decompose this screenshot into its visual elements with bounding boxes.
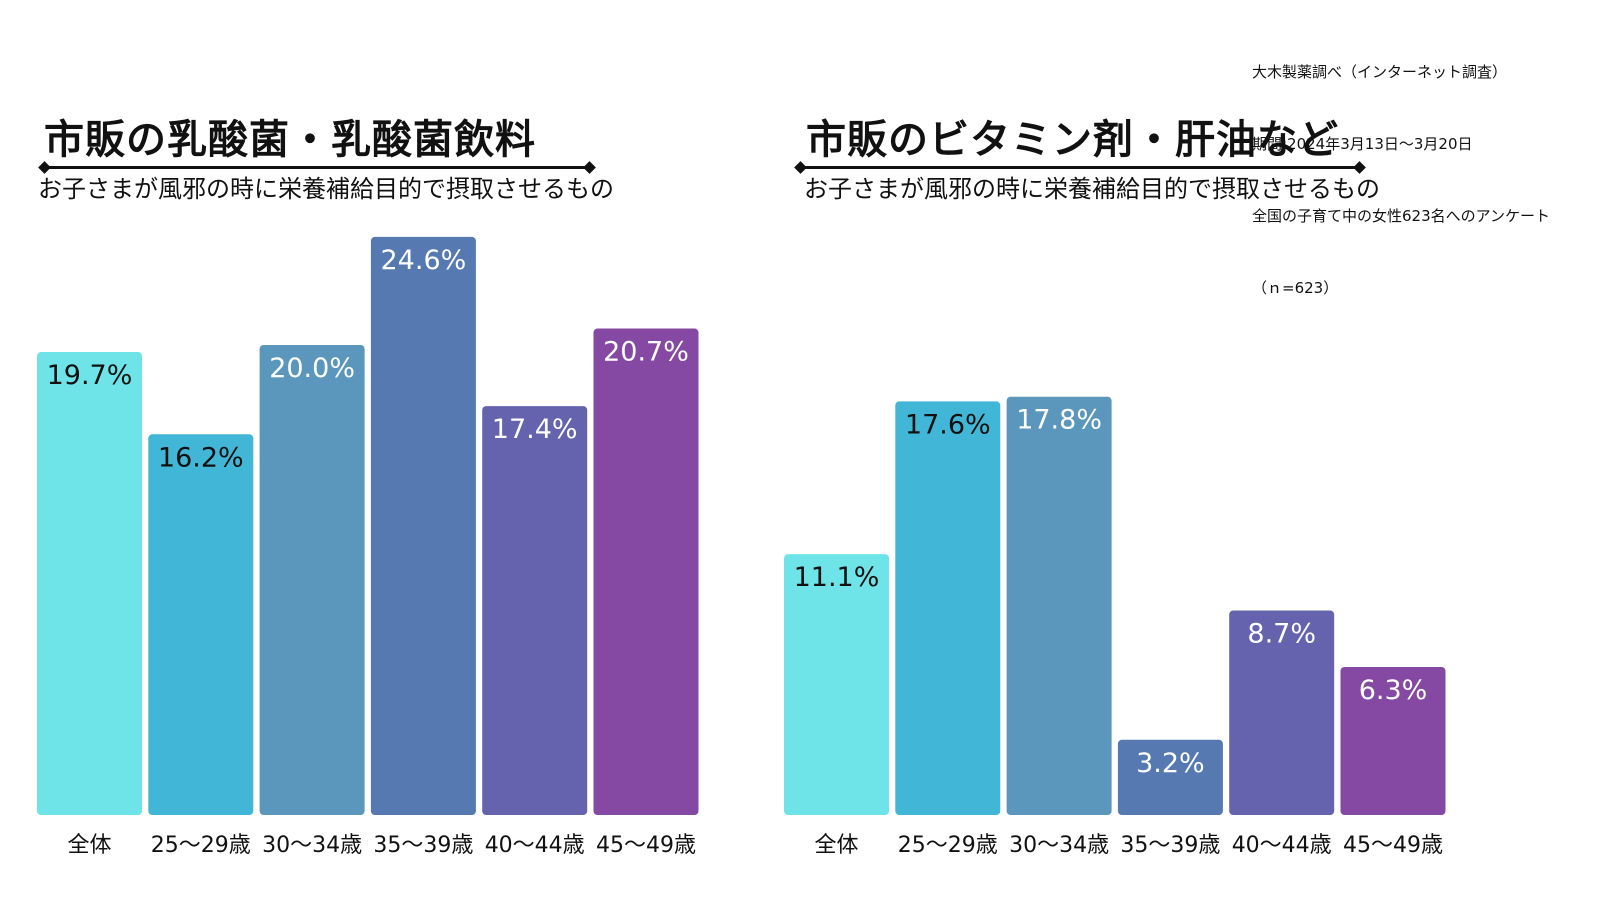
chart-title: 市販の乳酸菌・乳酸菌飲料 bbox=[44, 117, 536, 163]
bar-value-label: 24.6% bbox=[381, 245, 467, 276]
x-tick-label: 45〜49歳 bbox=[596, 833, 696, 858]
source-line-period: 期間:2024年3月13日〜3月20日 bbox=[1252, 135, 1473, 153]
x-tick-label: 全体 bbox=[67, 833, 111, 858]
chart-panel-lactic-acid: 市販の乳酸菌・乳酸菌飲料 お子さまが風邪の時に栄養補給目的で摂取させるもの 19… bbox=[0, 0, 720, 900]
bar-value-label: 3.2% bbox=[1136, 748, 1205, 779]
bar-4 bbox=[1229, 610, 1335, 815]
title-underline bbox=[44, 166, 590, 169]
bar-value-label: 20.7% bbox=[603, 337, 689, 368]
bar-5 bbox=[593, 328, 699, 815]
bar-1 bbox=[895, 401, 1001, 815]
chart-subtitle: お子さまが風邪の時に栄養補給目的で摂取させるもの bbox=[804, 175, 1380, 203]
bar-2 bbox=[259, 345, 365, 815]
x-tick-label: 35〜39歳 bbox=[373, 833, 473, 858]
bar-2 bbox=[1006, 396, 1112, 815]
bar-chart-vitamins: 11.1% 全体 17.6% 25〜29歳 17.8% 30〜34歳 3.2% 35〜39歳 8… bbox=[784, 396, 1446, 858]
bar-5 bbox=[1340, 666, 1446, 815]
bar-1 bbox=[148, 434, 254, 815]
chart-subtitle: お子さまが風邪の時に栄養補給目的で摂取させるもの bbox=[38, 175, 614, 203]
source-note: 大木製薬調べ（インターネット調査） 期間:2024年3月13日〜3月20日 全国… bbox=[1252, 12, 1550, 324]
x-tick-label: 40〜44歳 bbox=[485, 833, 585, 858]
x-tick-label: 35〜39歳 bbox=[1120, 833, 1220, 858]
bar-value-label: 17.6% bbox=[905, 409, 991, 440]
bar-chart-lactic-acid: 19.7% 全体 16.2% 25〜29歳 20.0% 30〜34歳 24.6% 35〜39歳… bbox=[37, 236, 699, 858]
source-line-respondents: 全国の子育て中の女性623名へのアンケート bbox=[1252, 207, 1551, 225]
bar-value-label: 6.3% bbox=[1359, 675, 1428, 706]
bar-0 bbox=[37, 352, 142, 815]
x-tick-label: 40〜44歳 bbox=[1232, 833, 1332, 858]
x-tick-label: 30〜34歳 bbox=[262, 833, 362, 858]
x-tick-label: 30〜34歳 bbox=[1009, 833, 1109, 858]
bar-0 bbox=[784, 554, 889, 815]
x-tick-label: 45〜49歳 bbox=[1343, 833, 1443, 858]
bar-value-label: 19.7% bbox=[47, 360, 133, 391]
bar-4 bbox=[482, 406, 588, 815]
bar-value-label: 20.0% bbox=[269, 353, 355, 384]
chart-title: 市販のビタミン剤・肝油など bbox=[806, 117, 1339, 163]
title-underline bbox=[800, 166, 1360, 169]
x-tick-label: 全体 bbox=[814, 833, 858, 858]
bar-value-label: 17.4% bbox=[492, 414, 578, 445]
bar-3 bbox=[1117, 739, 1223, 815]
x-tick-label: 25〜29歳 bbox=[151, 833, 251, 858]
bar-value-label: 16.2% bbox=[158, 442, 244, 473]
chart-panel-vitamins: 市販のビタミン剤・肝油など お子さまが風邪の時に栄養補給目的で摂取させるもの 1… bbox=[760, 0, 1500, 900]
bar-value-label: 17.8% bbox=[1016, 405, 1102, 436]
bar-3 bbox=[370, 236, 476, 815]
bar-value-label: 8.7% bbox=[1247, 619, 1316, 650]
source-line-sample-size: （ｎ=623） bbox=[1252, 279, 1339, 297]
bar-value-label: 11.1% bbox=[794, 562, 880, 593]
x-tick-label: 25〜29歳 bbox=[898, 833, 998, 858]
source-line-survey: 大木製薬調べ（インターネット調査） bbox=[1252, 63, 1508, 81]
